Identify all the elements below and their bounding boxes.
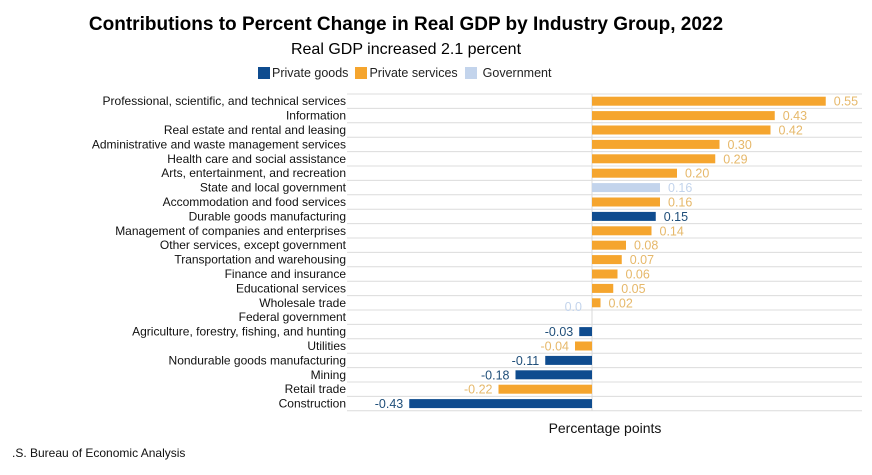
data-label: 0.08: [634, 239, 658, 253]
data-label: 0.29: [723, 152, 747, 166]
category-label: Accommodation and food services: [163, 195, 346, 209]
bar: [592, 96, 826, 106]
bar: [592, 211, 656, 221]
legend: Private goods Private services Governmen…: [258, 66, 558, 80]
data-label: 0.16: [668, 181, 692, 195]
category-label: Transportation and warehousing: [174, 253, 346, 267]
category-label: Agriculture, forestry, fishing, and hunt…: [132, 325, 346, 339]
bar: [515, 370, 592, 380]
bar: [592, 255, 622, 265]
category-label: Management of companies and enterprises: [115, 224, 346, 238]
bar: [592, 168, 677, 178]
category-label: Other services, except government: [160, 238, 347, 252]
data-label: 0.42: [779, 124, 803, 138]
data-label: 0.43: [783, 109, 807, 123]
legend-item-private-services: Private services: [355, 66, 458, 80]
category-label: Nondurable goods manufacturing: [169, 353, 346, 367]
x-axis-label: Percentage points: [549, 420, 662, 436]
data-label: -0.04: [541, 340, 570, 354]
data-label: 0.16: [668, 196, 692, 210]
category-label: Durable goods manufacturing: [189, 209, 346, 223]
data-label: 0.55: [834, 95, 858, 109]
data-label: 0.0: [565, 300, 582, 314]
legend-item-private-goods: Private goods: [258, 66, 348, 80]
data-label: 0.06: [626, 268, 650, 282]
data-label: 0.20: [685, 167, 709, 181]
data-label: -0.11: [512, 354, 540, 368]
legend-swatch-government: [464, 67, 477, 79]
category-label: Real estate and rental and leasing: [164, 123, 346, 137]
bar: [409, 399, 592, 409]
category-label: Construction: [279, 397, 346, 411]
category-label: Retail trade: [285, 382, 347, 396]
category-label: Wholesale trade: [259, 296, 346, 310]
category-label: Information: [286, 109, 346, 123]
legend-item-government: Government: [464, 66, 552, 80]
chart-title: Contributions to Percent Change in Real …: [88, 14, 724, 35]
bar: [592, 125, 771, 135]
category-label: Professional, scientific, and technical …: [103, 94, 346, 108]
legend-label: Private services: [369, 66, 458, 80]
bar: [592, 226, 652, 236]
data-label: 0.14: [660, 224, 684, 238]
bar: [592, 197, 660, 207]
legend-label: Government: [482, 66, 552, 80]
data-label: -0.43: [375, 397, 404, 411]
category-label: Administrative and waste management serv…: [92, 137, 346, 151]
bar: [575, 341, 592, 351]
bar: [592, 111, 775, 121]
legend-label: Private goods: [272, 66, 349, 80]
data-label: 0.15: [664, 210, 688, 224]
category-label: Utilities: [307, 339, 346, 353]
chart-subtitle: Real GDP increased 2.1 percent: [290, 41, 522, 58]
bar: [592, 154, 716, 164]
category-label: Federal government: [239, 310, 347, 324]
bar: [592, 298, 601, 308]
data-label: 0.07: [630, 253, 654, 267]
bar: [592, 240, 626, 250]
bar: [592, 183, 660, 193]
data-label: -0.18: [481, 368, 510, 382]
category-label: Health care and social assistance: [167, 152, 346, 166]
data-label: 0.30: [728, 138, 752, 152]
data-label: -0.03: [545, 325, 574, 339]
bar: [498, 384, 592, 394]
data-label: 0.02: [609, 296, 633, 310]
bar: [545, 355, 592, 365]
bar: [592, 283, 614, 293]
category-label: Arts, entertainment, and recreation: [161, 166, 346, 180]
category-label: State and local government: [200, 181, 347, 195]
data-label: -0.22: [464, 383, 493, 397]
data-label: 0.05: [621, 282, 645, 296]
source-note: .S. Bureau of Economic Analysis: [12, 446, 186, 460]
bar: [592, 139, 720, 149]
bar: [579, 327, 592, 337]
category-label: Finance and insurance: [225, 267, 347, 281]
category-label: Mining: [311, 368, 346, 382]
category-label: Educational services: [236, 281, 346, 295]
legend-swatch-private-goods: [258, 67, 270, 79]
bar: [592, 269, 618, 279]
legend-swatch-private-services: [355, 67, 368, 79]
